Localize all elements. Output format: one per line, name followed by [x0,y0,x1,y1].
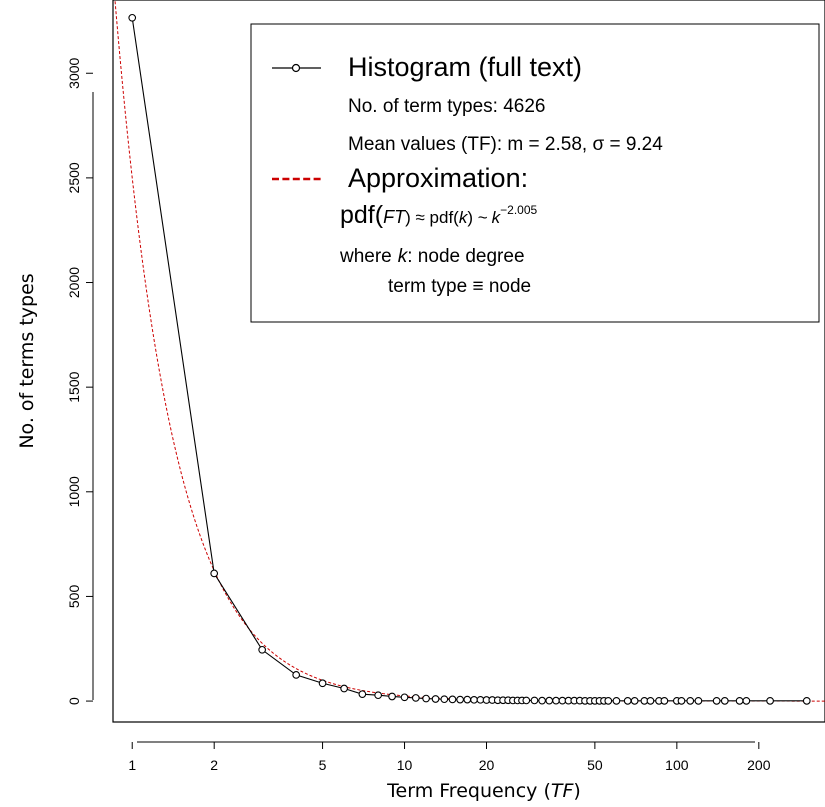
y-tick-label: 1000 [66,476,82,507]
histogram-point [552,696,560,705]
histogram-point [646,697,655,705]
x-axis: 1 2 5 10 20 50 100 200 [128,741,771,773]
x-tick-label: 50 [587,757,603,773]
y-tick-label: 2000 [66,267,82,298]
histogram-point [720,697,729,705]
legend-histogram-label: Histogram (full text) [348,52,582,82]
histogram-point [686,697,695,705]
legend-where-line: where k: node degree [339,246,525,267]
histogram-point [422,694,430,703]
histogram-point [210,569,219,578]
histogram-point [358,690,367,699]
formula-approx: ) ≈ pdf( [405,208,459,227]
x-tick-label: 200 [747,757,771,773]
histogram-point [677,697,686,705]
x-axis-title-close: ) [573,780,580,802]
y-axis-title: No. of terms types [16,273,38,448]
formula-pdf-open: pdf( [340,201,384,229]
histogram-point [470,695,478,704]
y-tick-label: 500 [66,585,82,609]
histogram-point [530,696,539,705]
histogram-point [604,697,613,705]
histogram-point [411,694,420,702]
histogram-point [448,695,457,704]
formula-exponent: −2.005 [500,203,537,217]
x-tick-label: 2 [210,757,218,773]
x-tick-label: 5 [319,757,327,773]
plot-frame [112,0,825,723]
histogram-point [522,696,531,705]
x-axis-title-italic: TF [551,780,575,802]
histogram-point [766,697,774,705]
histogram-point [400,693,409,702]
histogram-point [431,695,440,703]
histogram-point [318,679,327,688]
x-axis-title-main: Term Frequency ( [386,780,551,802]
y-tick-label: 3000 [66,57,82,88]
histogram-point [463,695,472,704]
histogram-point [538,696,546,705]
x-axis-title: Term Frequency (TF) [386,780,581,802]
legend: Histogram (full text) No. of term types:… [250,23,820,323]
histogram-point [456,695,464,704]
legend-mean-values: Mean values (TF): m = 2.58, σ = 9.24 [348,134,663,155]
where-k: k [398,246,409,267]
legend-term-types: No. of term types: 4626 [348,96,546,117]
legend-box [250,23,820,323]
histogram-point [623,697,632,705]
formula-k: k [459,208,469,227]
y-axis: 0 500 1000 1500 2000 2500 3000 [66,57,94,705]
x-tick-label: 10 [397,757,413,773]
x-tick-label: 20 [479,757,495,773]
legend-approximation-label: Approximation: [348,163,528,193]
histogram-point [660,697,669,705]
where-suffix: : node degree [407,246,524,267]
where-prefix: where [339,246,392,267]
legend-term-type-node: term type ≡ node [388,276,531,297]
y-tick-label: 2500 [66,162,82,193]
x-tick-label: 100 [665,757,689,773]
y-tick-label: 0 [66,697,82,705]
histogram-point [802,697,811,705]
histogram-point [742,697,751,705]
formula-tilde: ) ~ [467,208,487,227]
histogram-point [374,691,382,700]
histogram-point [735,697,744,705]
series-layer [114,0,825,705]
y-tick-label: 1500 [66,371,82,402]
histogram-point [712,697,721,705]
histogram-point [612,697,621,705]
legend-formula: pdf(FT) ≈ pdf(k) ~ k−2.005 [340,201,538,229]
histogram-point [340,684,348,693]
formula-k-power: k [492,208,502,227]
histogram-point [630,697,639,705]
histogram-point [388,692,396,701]
histogram-point [545,696,554,705]
histogram-point [128,13,137,22]
x-tick-label: 1 [128,757,136,773]
histogram-point [292,671,301,679]
histogram-point [694,697,703,705]
histogram-point [258,645,267,654]
legend-histogram-marker [291,63,301,73]
formula-ft: FT [383,207,407,227]
histogram-point [440,695,449,704]
